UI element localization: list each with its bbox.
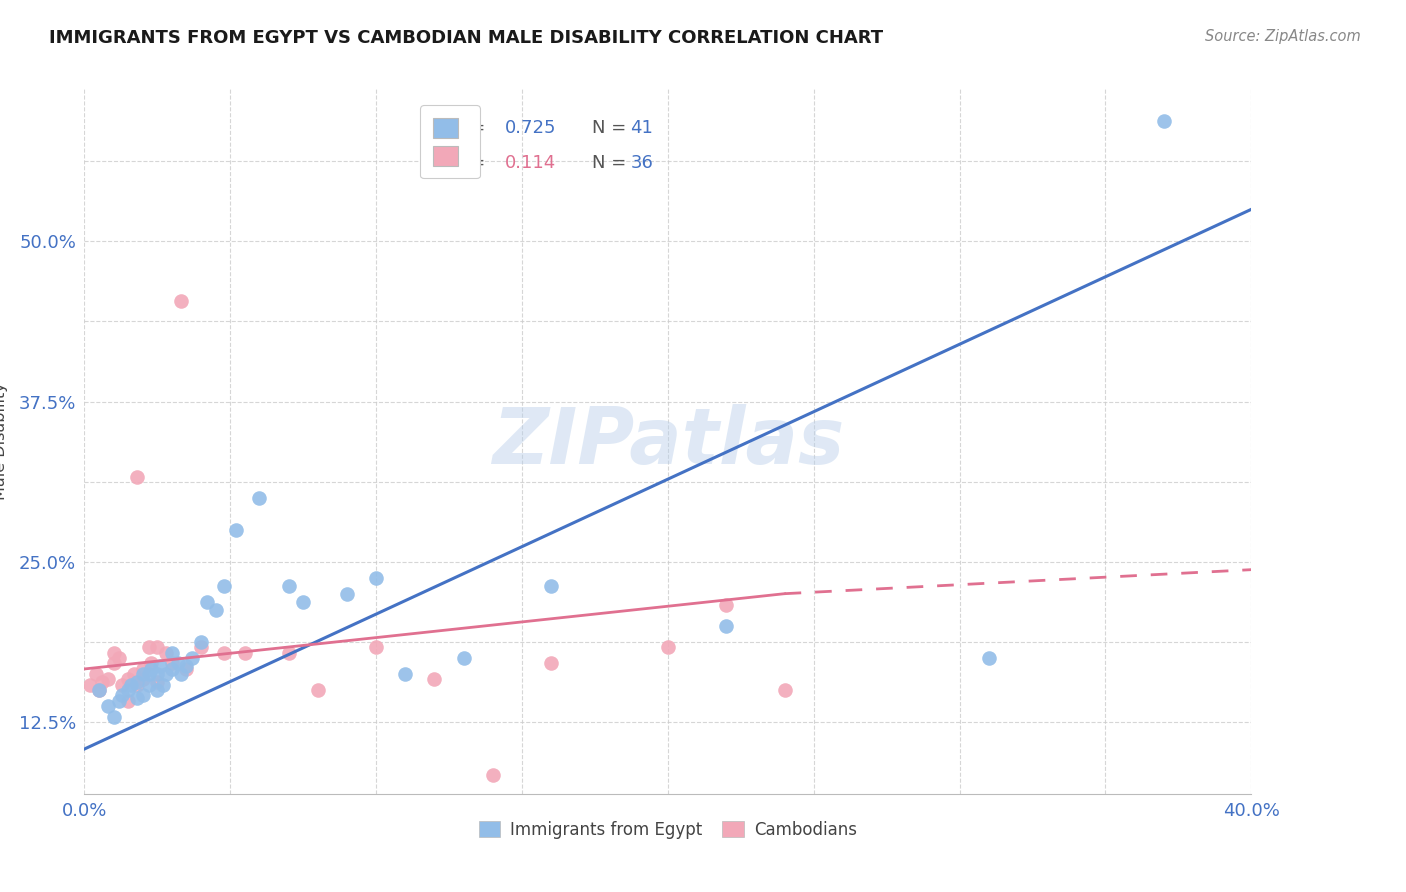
Point (155, 666, 177, 681)
Point (125, 678, 148, 692)
Point (97, 672, 120, 686)
Point (125, 469, 148, 483)
Legend: Immigrants from Egypt, Cambodians: Immigrants from Egypt, Cambodians (472, 814, 863, 846)
Point (155, 646, 177, 660)
Point (132, 662, 155, 676)
Text: 36: 36 (630, 154, 654, 172)
Point (277, 579, 299, 593)
Point (204, 603, 226, 617)
Point (176, 658, 198, 673)
Point (111, 678, 134, 692)
Y-axis label: Male Disability: Male Disability (0, 383, 7, 500)
Point (540, 656, 562, 670)
Point (117, 682, 139, 697)
Point (540, 579, 562, 593)
Text: 41: 41 (630, 119, 654, 137)
Point (214, 646, 236, 660)
Point (117, 694, 139, 708)
Point (79, 678, 101, 692)
Point (84, 666, 107, 681)
Point (146, 682, 169, 697)
Point (117, 672, 139, 686)
Text: R =: R = (451, 154, 491, 172)
Point (394, 666, 416, 681)
Point (423, 672, 446, 686)
Text: N =: N = (592, 119, 631, 137)
Point (149, 658, 172, 673)
Point (125, 674, 148, 689)
Point (138, 666, 160, 681)
Point (1153, 114, 1175, 128)
Point (977, 650, 1000, 665)
Point (190, 634, 212, 648)
Point (277, 646, 299, 660)
Point (152, 678, 174, 692)
Point (453, 650, 475, 665)
Point (87, 682, 110, 697)
Point (103, 656, 125, 670)
Point (307, 682, 329, 697)
Point (132, 666, 155, 681)
Text: 0.725: 0.725 (505, 119, 555, 137)
Point (233, 646, 256, 660)
Point (214, 579, 236, 593)
Point (138, 640, 160, 654)
Point (169, 666, 191, 681)
Point (160, 646, 183, 660)
Point (146, 640, 169, 654)
Point (108, 694, 131, 708)
Point (160, 662, 183, 676)
Text: Source: ZipAtlas.com: Source: ZipAtlas.com (1205, 29, 1361, 45)
Point (146, 674, 169, 689)
Text: N =: N = (592, 154, 631, 172)
Point (190, 640, 212, 654)
Point (97, 698, 120, 713)
Point (103, 710, 125, 724)
Point (111, 688, 134, 702)
Point (138, 678, 160, 692)
Text: ZIPatlas: ZIPatlas (492, 403, 844, 480)
Point (249, 491, 271, 505)
Point (336, 587, 359, 601)
Text: 0.114: 0.114 (505, 154, 555, 172)
Point (292, 595, 315, 609)
Point (716, 618, 738, 632)
Point (90, 674, 112, 689)
Point (169, 293, 191, 308)
Point (225, 523, 247, 537)
Point (141, 656, 163, 670)
Point (108, 650, 131, 665)
Point (716, 598, 738, 612)
Point (132, 688, 155, 702)
Point (366, 640, 388, 654)
Point (160, 656, 183, 670)
Point (366, 571, 388, 585)
Point (181, 650, 204, 665)
Point (120, 678, 142, 692)
Text: R =: R = (451, 119, 491, 137)
Point (103, 646, 125, 660)
Point (195, 595, 218, 609)
Point (132, 672, 155, 686)
Point (141, 662, 163, 676)
Point (773, 682, 796, 697)
Point (122, 666, 145, 681)
Text: IMMIGRANTS FROM EGYPT VS CAMBODIAN MALE DISABILITY CORRELATION CHART: IMMIGRANTS FROM EGYPT VS CAMBODIAN MALE … (49, 29, 883, 47)
Point (125, 690, 148, 705)
Point (87, 682, 110, 697)
Point (146, 666, 169, 681)
Point (482, 767, 505, 781)
Point (166, 656, 188, 670)
Point (176, 662, 198, 676)
Point (657, 640, 679, 654)
